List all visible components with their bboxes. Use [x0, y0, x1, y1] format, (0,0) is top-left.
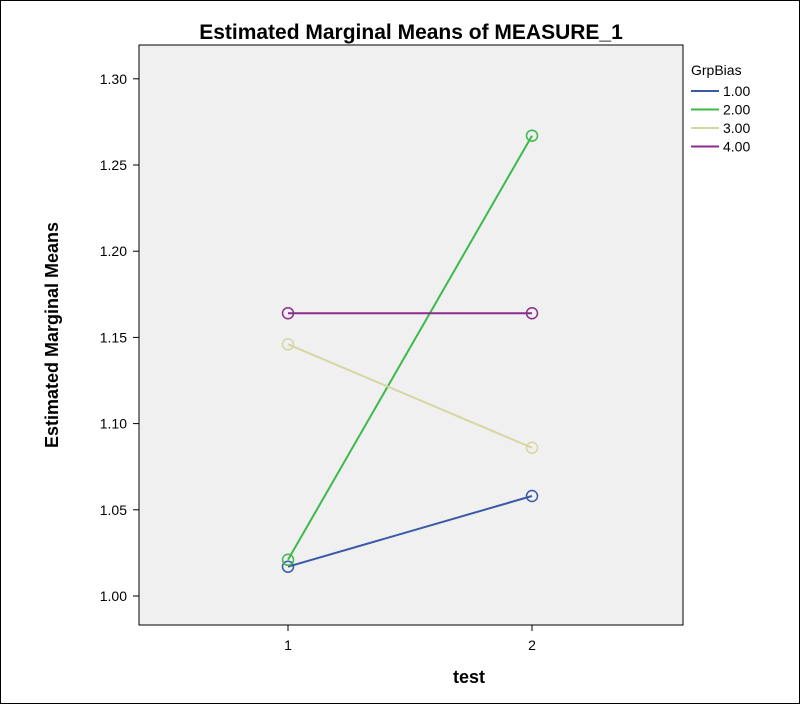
- y-tick-label: 1.15: [100, 329, 127, 345]
- x-tick-label: 2: [528, 637, 536, 653]
- legend-label: 3.00: [723, 120, 750, 136]
- legend-label: 4.00: [723, 139, 750, 155]
- series-line: [287, 343, 533, 449]
- data-point: [525, 129, 539, 142]
- legend: GrpBias 1.00 2.00 3.00 4.00: [691, 62, 750, 155]
- x-axis-label: test: [453, 667, 485, 687]
- y-tick-label: 1.10: [100, 416, 127, 432]
- data-point: [525, 441, 539, 454]
- legend-label: 1.00: [723, 83, 750, 99]
- x-tick-label: 1: [284, 637, 292, 653]
- data-point: [525, 307, 539, 320]
- legend-label: 2.00: [723, 102, 750, 118]
- y-tick-label: 1.30: [100, 71, 127, 87]
- series-line: [287, 135, 533, 561]
- chart-title: Estimated Marginal Means of MEASURE_1: [199, 21, 623, 44]
- legend-item: 4.00: [691, 139, 750, 155]
- data-point: [281, 338, 295, 351]
- data-point: [281, 560, 295, 573]
- legend-item: 3.00: [691, 120, 750, 136]
- y-tick-label: 1.05: [100, 502, 127, 518]
- data-point: [525, 489, 539, 503]
- plot-area: [138, 44, 684, 626]
- y-tick-label: 1.20: [100, 243, 127, 259]
- legend-item: 2.00: [691, 102, 750, 118]
- data-point: [281, 553, 295, 567]
- series-3.00: [281, 338, 539, 454]
- y-axis-ticks: 1.00 1.05 1.10 1.15 1.20 1.25 1.30: [100, 71, 139, 604]
- data-point: [281, 307, 295, 320]
- series-layer: [281, 129, 539, 573]
- y-tick-label: 1.00: [100, 588, 127, 604]
- y-axis-label: Estimated Marginal Means: [42, 222, 62, 448]
- y-tick-label: 1.25: [100, 157, 127, 173]
- series-4.00: [281, 307, 539, 320]
- legend-item: 1.00: [691, 83, 750, 99]
- series-line: [287, 495, 533, 568]
- series-1.00: [281, 489, 539, 573]
- legend-title: GrpBias: [691, 62, 742, 78]
- series-2.00: [281, 129, 539, 567]
